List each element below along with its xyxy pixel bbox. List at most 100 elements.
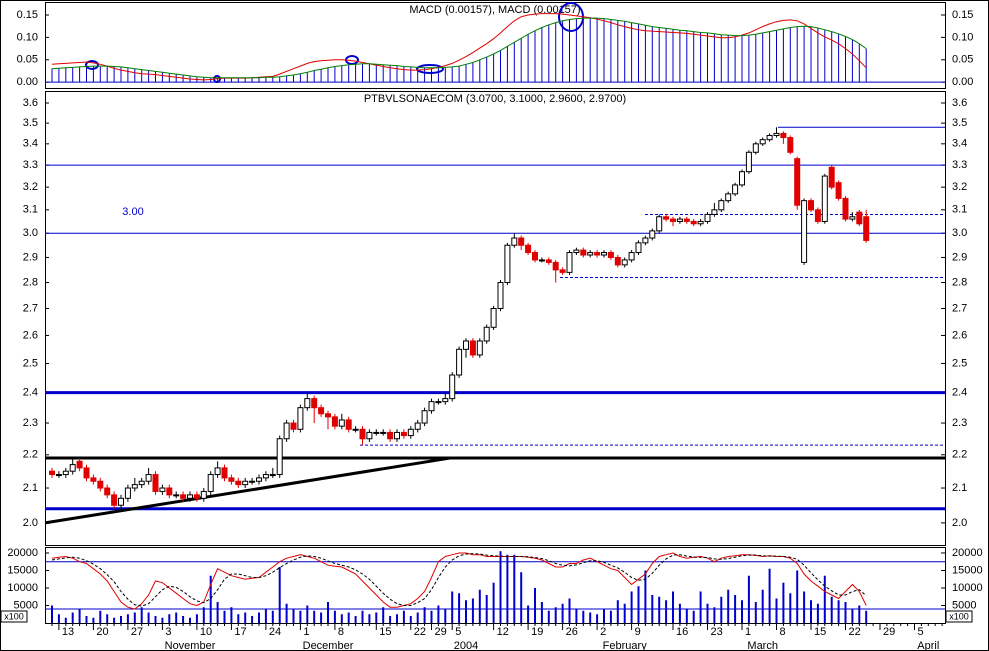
x-tick-label: 22 <box>849 626 861 638</box>
x-tick-label: 1 <box>303 626 309 638</box>
oscillator-line <box>51 552 867 610</box>
candle-body <box>269 474 276 477</box>
candle-body <box>545 259 552 263</box>
y-tick-label: 2.0 <box>23 517 38 529</box>
candle-body <box>566 252 573 273</box>
candle-body <box>318 407 325 415</box>
x-tick-label: 26 <box>566 626 578 638</box>
candle-body <box>525 244 532 254</box>
y-tick-label: 3.5 <box>23 117 38 129</box>
candle-body <box>856 211 863 225</box>
y-tick-label: 2.4 <box>23 387 38 399</box>
candle-body <box>732 184 739 195</box>
macd-panel <box>45 2 946 89</box>
y-tick-label: 2.9 <box>23 251 38 263</box>
y-tick-label: 2.0 <box>952 517 967 529</box>
y-tick-label: 3.6 <box>952 97 967 109</box>
month-label: March <box>747 640 778 651</box>
y-tick-label: 2.3 <box>23 417 38 429</box>
macd-title: MACD (0.00157), MACD (0.00157) <box>409 4 580 16</box>
candle-body <box>656 216 663 232</box>
candle-body <box>69 464 76 472</box>
y-tick-label: 3.6 <box>23 97 38 109</box>
x-tick-label: 12 <box>497 626 509 638</box>
x-tick-label: 8 <box>780 626 786 638</box>
y-tick-label: 2.2 <box>23 449 38 461</box>
y-tick-label: 10000 <box>7 582 38 594</box>
x-tick-label: 17 <box>234 626 246 638</box>
candle-body <box>863 216 870 241</box>
y-tick-label: 3.0 <box>23 227 38 239</box>
candle-body <box>345 419 352 430</box>
candle-body <box>90 477 97 482</box>
month-label: November <box>165 640 216 651</box>
candle-body <box>463 340 469 350</box>
y-tick-label: 0.10 <box>17 31 38 43</box>
y-tick-label: 0.00 <box>952 76 973 88</box>
candle-body <box>207 474 214 492</box>
candle-body <box>131 484 138 489</box>
y-tick-label: 2.7 <box>23 302 38 314</box>
candle-body <box>221 467 228 479</box>
candle-body <box>111 494 118 506</box>
candle-body <box>635 242 642 254</box>
candle-body <box>200 490 207 499</box>
x-tick-label: 8 <box>338 626 344 638</box>
candle-body <box>697 220 704 225</box>
y-tick-label: 0.15 <box>17 9 38 21</box>
y-tick-label: 20000 <box>7 547 38 559</box>
candle-body <box>442 398 449 403</box>
candle-body <box>380 431 387 434</box>
candle-body <box>642 237 649 244</box>
y-tick-label: 2.2 <box>952 449 967 461</box>
x-tick-label: 9 <box>635 626 641 638</box>
x-tick-label: 23 <box>711 626 723 638</box>
unit-label: x100 <box>4 611 24 621</box>
candle-body <box>483 326 490 342</box>
candle-body <box>145 474 152 482</box>
candle-body <box>235 480 242 486</box>
candle-body <box>814 209 821 222</box>
candle-body <box>366 431 373 440</box>
candle-body <box>552 261 559 271</box>
candle-body <box>649 230 656 239</box>
x-tick-label: 1 <box>745 626 751 638</box>
candle-body <box>187 494 193 499</box>
candle-body <box>628 252 635 261</box>
candle-body <box>435 401 442 404</box>
candle-body <box>559 269 566 273</box>
y-tick-label: 3.2 <box>23 181 38 193</box>
candle-body <box>808 200 814 211</box>
candle-body <box>745 151 752 173</box>
y-tick-label: 2.5 <box>952 357 967 369</box>
candle-body <box>173 494 180 497</box>
x-tick-label: 29 <box>883 626 895 638</box>
y-tick-label: 3.3 <box>23 159 38 171</box>
candle-body <box>152 474 159 492</box>
candle-body <box>62 470 69 476</box>
trend-line <box>44 456 451 525</box>
candle-body <box>394 431 400 440</box>
y-tick-label: 10000 <box>952 582 983 594</box>
candle-body <box>414 422 421 430</box>
y-tick-label: 2.8 <box>23 276 38 288</box>
candle-body <box>256 477 262 482</box>
price-panel <box>45 91 946 546</box>
y-tick-label: 2.6 <box>952 329 967 341</box>
candle-body <box>787 137 794 153</box>
candle-body <box>97 480 104 489</box>
candle-body <box>387 431 394 440</box>
candle-body <box>297 407 304 430</box>
candle-body <box>676 218 683 222</box>
y-tick-label: 2.4 <box>952 387 967 399</box>
candle-body <box>166 487 173 496</box>
candle-body <box>690 220 697 225</box>
y-tick-label: 2.3 <box>952 417 967 429</box>
candle-body <box>476 340 483 356</box>
candle-body <box>421 410 428 424</box>
x-tick-label: 15 <box>379 626 391 638</box>
candle-body <box>124 487 131 499</box>
candle-body <box>752 143 759 153</box>
y-tick-label: 15000 <box>7 564 38 576</box>
candle-body <box>614 256 621 266</box>
